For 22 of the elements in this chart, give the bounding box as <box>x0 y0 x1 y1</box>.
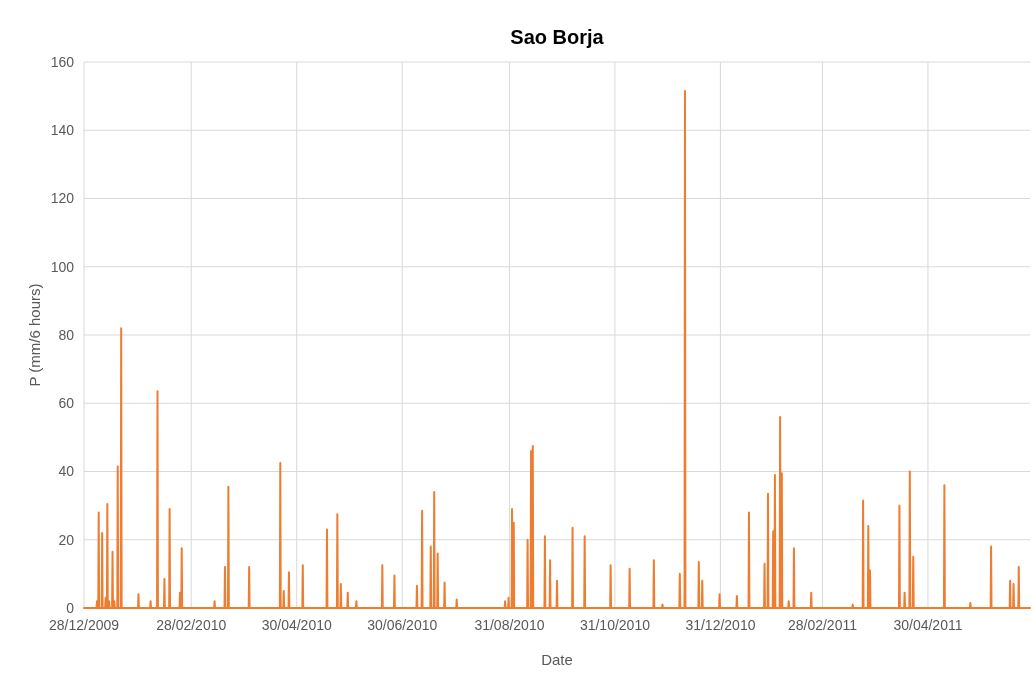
y-tick-label: 120 <box>50 190 75 207</box>
y-tick-label: 60 <box>58 395 75 412</box>
y-tick-label: 100 <box>50 258 75 275</box>
y-tick-label: 160 <box>50 53 75 70</box>
chart-title: Sao Borja <box>510 26 605 48</box>
line-series <box>83 90 1031 609</box>
x-axis-title: Date <box>541 651 573 668</box>
y-tick-label: 40 <box>58 463 75 480</box>
y-tick-label: 80 <box>58 326 75 343</box>
x-tick-label: 28/12/2009 <box>48 617 120 633</box>
x-tick-label: 28/02/2011 <box>787 617 858 633</box>
x-tick-label: 30/04/2011 <box>893 617 963 633</box>
x-tick-label: 28/02/2010 <box>156 617 227 633</box>
y-tick-label: 20 <box>58 531 75 548</box>
x-tick-label: 31/12/2010 <box>685 617 756 633</box>
x-tick-label: 31/08/2010 <box>474 617 545 633</box>
x-tick-label: 31/10/2010 <box>579 617 651 633</box>
y-tick-label: 0 <box>66 599 75 616</box>
y-axis-title: P (mm/6 hours) <box>26 283 43 387</box>
y-tick-label: 140 <box>50 122 75 139</box>
x-tick-label: 30/06/2010 <box>367 617 438 633</box>
x-tick-label: 30/04/2010 <box>261 617 332 633</box>
